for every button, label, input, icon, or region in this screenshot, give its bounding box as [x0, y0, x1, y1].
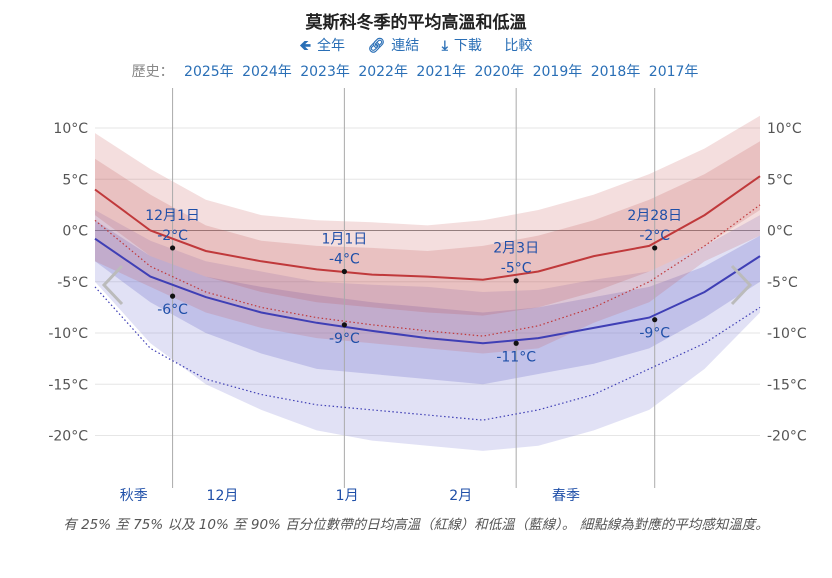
link-button[interactable]: 🔗︎ 連結 [367, 35, 419, 55]
y-tick-label-left: -10°C [48, 326, 88, 342]
annotation-date-label: 1月1日 [321, 232, 367, 248]
link-icon: 🔗︎ [367, 38, 386, 54]
link-label: 連結 [391, 38, 420, 54]
annotation-date-label: 12月1日 [145, 208, 200, 224]
high-point-marker [169, 245, 176, 251]
annotation-date-label: 2月3日 [493, 241, 539, 257]
history-year-2019[interactable]: 2019年 [532, 64, 583, 80]
y-tick-label-left: -15°C [48, 377, 88, 393]
chevron-left-icon [101, 264, 124, 306]
y-tick-label-left: 10°C [53, 121, 88, 137]
history-year-2025[interactable]: 2025年 [184, 64, 234, 80]
history-year-2017[interactable]: 2017年 [648, 64, 699, 80]
history-year-2024[interactable]: 2024年 [242, 64, 292, 80]
y-tick-label-right: 5°C [767, 172, 793, 188]
temperature-chart: 10°C 10°C 5°C 5°C 0°C 0°C -5°C -5°C -10°C -10°C -1… [48, 88, 807, 504]
annotation-low-label: -9°C [639, 326, 670, 342]
x-axis-month-label: 春季 [552, 488, 580, 504]
history-year-2021[interactable]: 2021年 [416, 64, 467, 80]
y-tick-label-right: -5°C [767, 275, 798, 291]
chevron-right-icon [730, 264, 753, 306]
annotation-high-label: -2°C [157, 228, 188, 244]
annotation-high-label: -2°C [639, 228, 670, 244]
annotation-low-label: -6°C [157, 302, 188, 318]
annotation-date-label: 2月28日 [627, 208, 682, 224]
y-tick-label-right: 0°C [767, 224, 793, 240]
prev-arrow-button[interactable] [100, 262, 126, 308]
high-band-p10-p90 [95, 115, 760, 354]
history-year-2023[interactable]: 2023年 [300, 64, 350, 80]
compare-button[interactable]: 比較 [504, 35, 532, 55]
download-button[interactable]: ⤓ 下載 [442, 35, 482, 55]
chart-title: 莫斯科冬季的平均高溫和低溫 [305, 13, 527, 33]
full-year-label: 全年 [317, 38, 346, 54]
high-point-marker [652, 245, 658, 251]
high-point-marker [513, 278, 519, 284]
y-tick-label-left: 0°C [62, 224, 88, 240]
x-axis-month-label: 2月 [449, 488, 472, 504]
history-year-2020[interactable]: 2020年 [474, 64, 525, 80]
history-bar: 歷史： 2025年 2024年 2023年 2022年 2021年 2020年 … [0, 61, 832, 81]
high-point-marker [341, 268, 347, 275]
low-band-p25-p75 [95, 220, 760, 385]
next-arrow-button[interactable] [728, 262, 754, 308]
history-year-2018[interactable]: 2018年 [590, 64, 641, 80]
y-tick-label-left: -5°C [57, 275, 88, 291]
y-tick-label-left: -20°C [48, 429, 88, 445]
low-point-marker [169, 293, 176, 299]
high-feels-like-line [94, 204, 761, 337]
download-icon: ⤓ [441, 38, 448, 54]
y-tick-label-left: 5°C [62, 172, 88, 188]
high-temperature-line [94, 175, 761, 281]
low-temperature-line [94, 237, 761, 345]
low-point-marker [341, 322, 347, 328]
chart-caption: 有 25% 至 75% 以及 10% 至 90% 百分位數帶的日均高溫（紅線）和… [63, 517, 769, 533]
annotation-high-label: -5°C [501, 261, 532, 277]
annotation-high-label: -4°C [329, 252, 360, 268]
history-year-2022[interactable]: 2022年 [358, 64, 408, 80]
chart-toolbar: 🡸 全年 🔗︎ 連結 ⤓ 下載 比較 [0, 35, 832, 59]
compare-label: 比較 [504, 38, 533, 54]
high-band-p25-p75 [95, 141, 760, 316]
x-axis-month-label: 秋季 [120, 488, 148, 504]
y-tick-label-right: -15°C [767, 377, 807, 393]
low-point-marker [652, 317, 658, 323]
x-axis-month-label: 1月 [336, 488, 359, 504]
annotation-low-label: -11°C [496, 349, 536, 365]
y-tick-label-right: -20°C [767, 429, 807, 445]
low-point-marker [513, 340, 519, 346]
full-year-button[interactable]: 🡸 全年 [300, 35, 345, 59]
low-band-p10-p90 [95, 210, 760, 451]
y-tick-label-right: 10°C [767, 121, 802, 137]
download-label: 下載 [453, 38, 482, 54]
x-axis-month-label: 12月 [207, 488, 239, 504]
arrow-left-icon: 🡸 [299, 38, 312, 54]
y-tick-label-right: -10°C [767, 326, 807, 342]
annotation-low-label: -9°C [329, 331, 360, 347]
history-label: 歷史： [131, 64, 174, 80]
